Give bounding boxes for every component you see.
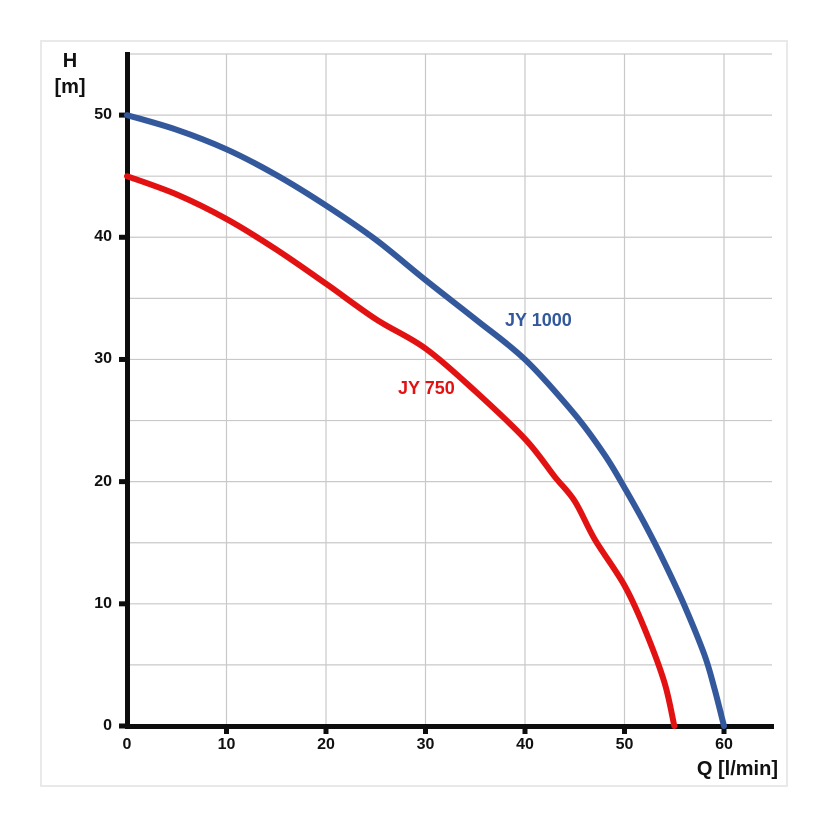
x-tick-label: 30	[416, 736, 435, 753]
pump-curves-plot	[119, 52, 774, 734]
x-axis-tick	[522, 729, 528, 734]
y-tick-label: 0	[103, 717, 112, 734]
y-axis-unit-label: [m]	[54, 76, 86, 98]
y-axis-label: H	[62, 50, 78, 72]
x-axis-label: Q [l/min]	[696, 758, 778, 780]
y-axis-tick	[119, 601, 125, 607]
series-label-jy-750: JY 750	[398, 378, 455, 398]
y-tick-label: 40	[94, 228, 112, 246]
x-axis-tick	[423, 729, 428, 734]
curve-jy-750	[124, 173, 678, 729]
chart-frame: H [m] Q [l/min] JY 1000 JY 750 0 10 20 30 40…	[40, 40, 788, 787]
x-tick-label: 10	[217, 736, 236, 753]
y-tick-label: 50	[94, 106, 112, 124]
x-tick-label: 50	[615, 736, 634, 753]
x-axis-tick	[622, 729, 627, 734]
x-tick-label: 60	[715, 736, 733, 753]
x-tick-label: 40	[516, 736, 534, 753]
x-axis-tick	[323, 729, 329, 734]
y-axis-tick	[119, 479, 125, 485]
y-tick-label: 20	[94, 472, 112, 490]
series-label-jy-1000: JY 1000	[505, 310, 572, 330]
y-tick-label: 30	[94, 350, 112, 368]
y-axis-tick	[119, 234, 125, 240]
x-tick-label: 0	[122, 736, 132, 753]
x-axis-tick	[721, 729, 727, 734]
y-axis-tick	[119, 356, 125, 362]
curve-jy-1000	[124, 112, 727, 729]
y-tick-label: 10	[94, 594, 112, 612]
y-axis-tick	[119, 723, 125, 729]
y-axis-tick	[119, 112, 125, 118]
x-axis-tick	[224, 729, 229, 734]
x-tick-label: 20	[317, 736, 335, 753]
